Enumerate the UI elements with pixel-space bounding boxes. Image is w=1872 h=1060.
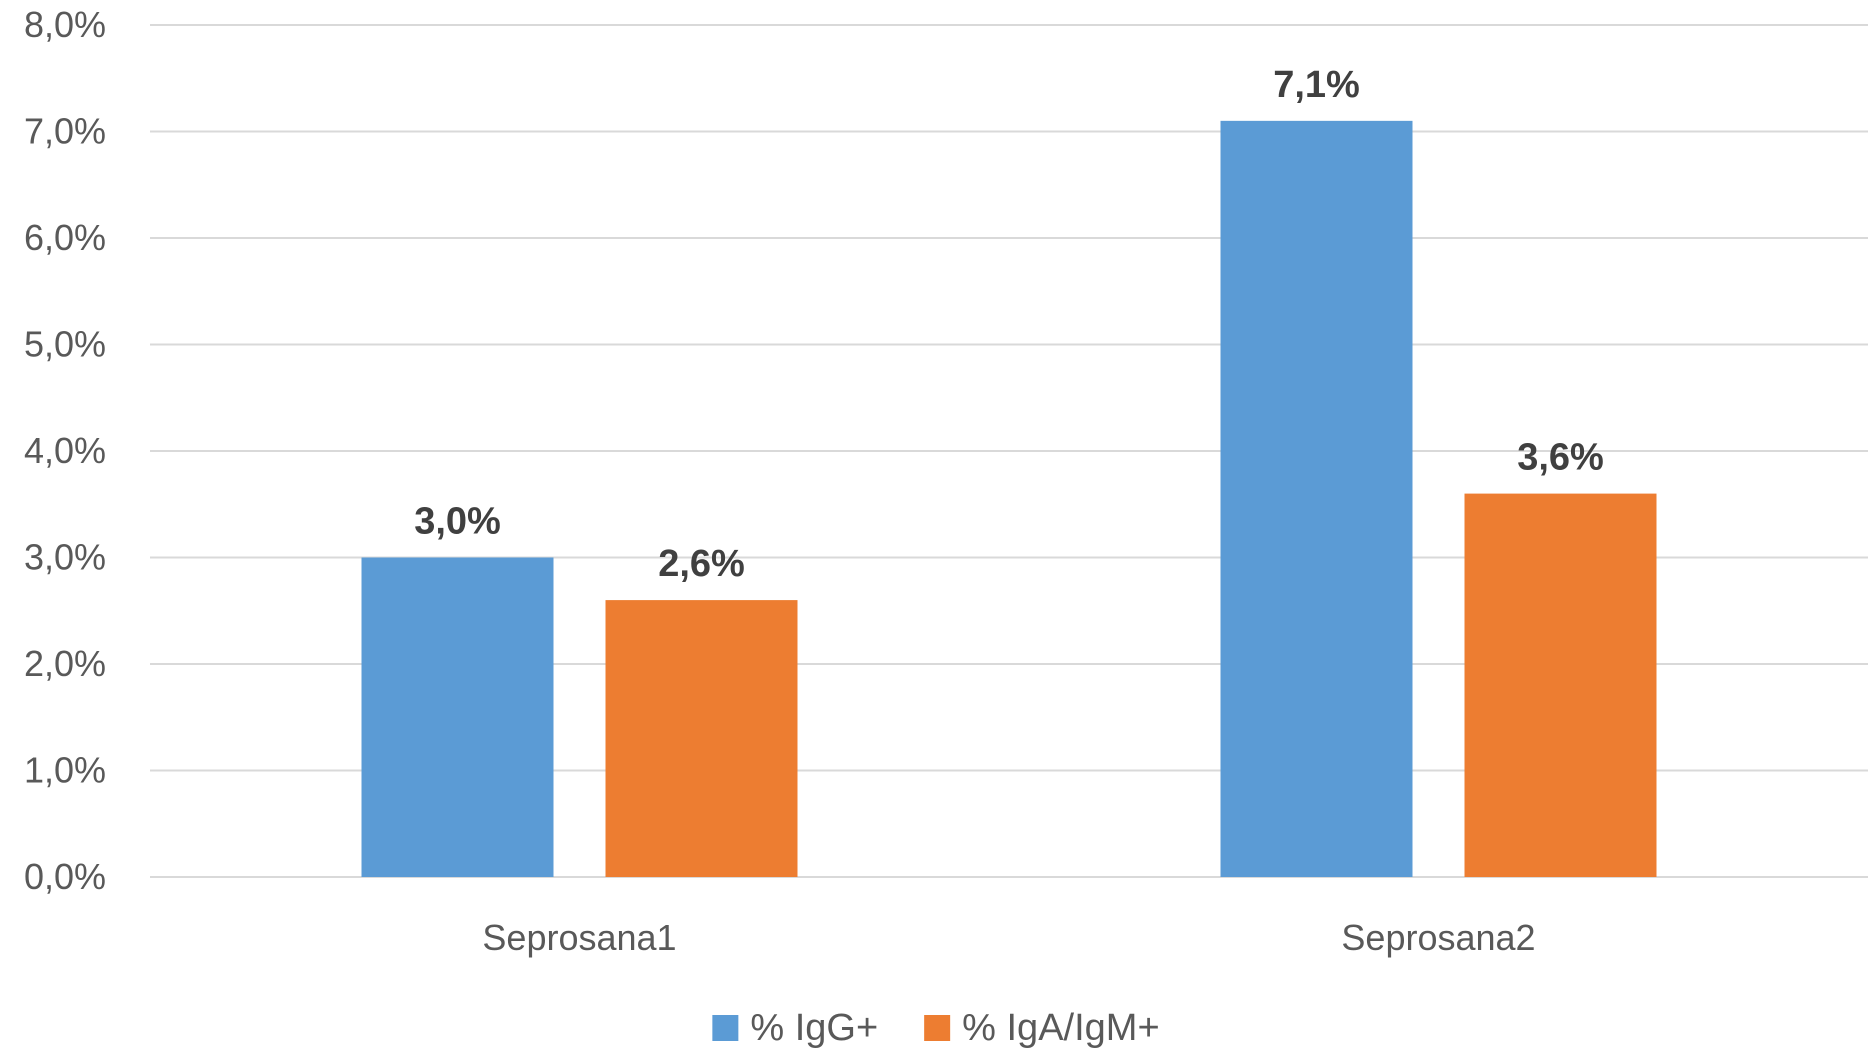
data-label: 3,0% <box>414 501 501 543</box>
y-axis-tick-labels: 0,0% 1,0% 2,0% 3,0% 4,0% 5,0% 6,0% 7,0% 8,0% <box>24 4 106 897</box>
data-label: 2,6% <box>658 543 745 585</box>
legend-swatch <box>924 1015 951 1041</box>
legend[interactable]: % IgG+ % IgA/IgM+ <box>712 1007 1160 1049</box>
bars <box>361 120 1657 878</box>
legend-item-igg[interactable]: % IgG+ <box>712 1007 878 1049</box>
legend-label: % IgG+ <box>750 1007 878 1049</box>
legend-swatch <box>712 1015 739 1041</box>
data-label: 7,1% <box>1273 64 1360 106</box>
y-tick-label: 6,0% <box>24 217 106 258</box>
x-tick-label: Seprosana2 <box>1341 917 1535 958</box>
data-label: 3,6% <box>1517 437 1604 479</box>
data-labels: 3,0% 2,6% 7,1% 3,6% <box>414 64 1604 585</box>
y-tick-label: 2,0% <box>24 643 106 684</box>
y-tick-label: 7,0% <box>24 111 106 152</box>
bar-seprosana1-iga-igm <box>605 600 798 877</box>
x-axis-tick-labels: Seprosana1 Seprosana2 <box>482 917 1535 958</box>
bar-seprosana2-igg <box>1220 120 1413 878</box>
bar-seprosana1-igg <box>361 557 554 877</box>
y-tick-label: 4,0% <box>24 430 106 471</box>
y-tick-label: 3,0% <box>24 537 106 578</box>
y-tick-label: 8,0% <box>24 4 106 45</box>
bar-seprosana2-iga-igm <box>1464 493 1657 877</box>
x-tick-label: Seprosana1 <box>482 917 676 958</box>
y-tick-label: 5,0% <box>24 324 106 365</box>
y-tick-label: 1,0% <box>24 750 106 791</box>
legend-label: % IgA/IgM+ <box>962 1007 1159 1049</box>
y-tick-label: 0,0% <box>24 856 106 897</box>
legend-item-iga-igm[interactable]: % IgA/IgM+ <box>924 1007 1160 1049</box>
